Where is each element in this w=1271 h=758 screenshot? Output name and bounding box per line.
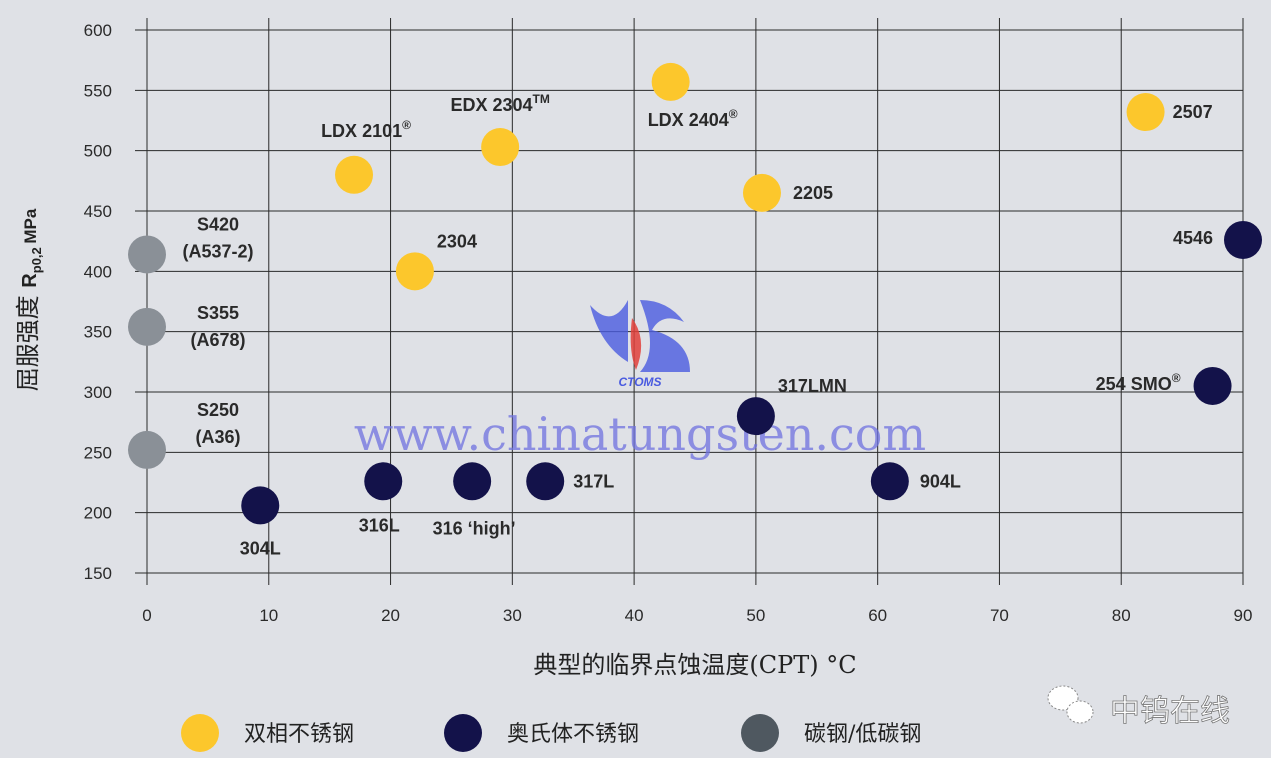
data-point bbox=[870, 462, 909, 501]
data-point bbox=[481, 128, 520, 167]
point-label: LDX 2101® bbox=[321, 118, 411, 141]
point-label: EDX 2304TM bbox=[450, 92, 549, 115]
x-tick-label: 10 bbox=[259, 606, 278, 625]
point-label: (A678) bbox=[190, 330, 245, 350]
data-point bbox=[526, 462, 565, 501]
point-label: 316 ‘high’ bbox=[433, 518, 516, 538]
y-tick-label: 550 bbox=[84, 81, 112, 100]
point-label: S420 bbox=[197, 214, 239, 234]
point-label: 317L bbox=[573, 471, 614, 491]
axes: 0 10 20 30 40 50 60 70 80 90 150 200 250 300 350 400 450… bbox=[14, 21, 1252, 679]
data-point bbox=[453, 462, 492, 501]
y-tick-label: 200 bbox=[84, 504, 112, 523]
data-point bbox=[128, 307, 166, 346]
x-tick-label: 20 bbox=[381, 606, 400, 625]
data-point bbox=[335, 155, 374, 194]
point-label: (A537-2) bbox=[182, 241, 253, 261]
point-label: 2507 bbox=[1173, 102, 1213, 122]
legend-marker bbox=[444, 714, 482, 752]
y-tick-label: 250 bbox=[84, 443, 112, 462]
legend-label: 奥氏体不锈钢 bbox=[507, 722, 639, 747]
y-tick-label: 350 bbox=[84, 323, 112, 342]
y-axis-title: 屈服强度 Rp0,2 MPa bbox=[14, 208, 44, 391]
point-label: 2205 bbox=[793, 183, 833, 203]
point-label: 2304 bbox=[437, 231, 477, 251]
brand-text: 中钨在线 bbox=[1110, 694, 1230, 729]
brand-badge: 中钨在线 bbox=[1047, 685, 1230, 729]
y-tick-label: 400 bbox=[84, 262, 112, 281]
x-tick-label: 80 bbox=[1112, 606, 1131, 625]
x-tick-label: 70 bbox=[990, 606, 1009, 625]
data-point bbox=[736, 397, 775, 436]
logo-text: CTOMS bbox=[618, 375, 661, 389]
x-tick-label: 30 bbox=[503, 606, 522, 625]
data-point bbox=[1224, 220, 1262, 259]
data-point bbox=[1126, 93, 1165, 132]
data-point bbox=[1193, 366, 1232, 405]
legend-label: 双相不锈钢 bbox=[244, 722, 354, 747]
point-label: 316L bbox=[359, 515, 400, 535]
data-point bbox=[364, 462, 403, 501]
data-point bbox=[241, 486, 280, 525]
point-label: 904L bbox=[920, 471, 961, 491]
point-label: LDX 2404® bbox=[648, 107, 738, 130]
point-label: 317LMN bbox=[778, 376, 847, 396]
legend: 双相不锈钢 奥氏体不锈钢 碳钢/低碳钢 bbox=[181, 714, 921, 752]
x-tick-label: 0 bbox=[142, 606, 151, 625]
point-label: 254 SMO® bbox=[1096, 371, 1181, 394]
y-tick-label: 600 bbox=[84, 21, 112, 40]
x-tick-label: 50 bbox=[746, 606, 765, 625]
y-tick-label: 500 bbox=[84, 142, 112, 161]
ctoms-logo: CTOMS bbox=[590, 300, 690, 389]
point-label: S250 bbox=[197, 400, 239, 420]
y-tick-label: 300 bbox=[84, 383, 112, 402]
x-tick-label: 60 bbox=[868, 606, 887, 625]
y-tick-label: 150 bbox=[84, 564, 112, 583]
data-point bbox=[395, 252, 434, 291]
y-tick-label: 450 bbox=[84, 202, 112, 221]
data-point bbox=[742, 173, 781, 212]
data-point bbox=[651, 62, 690, 101]
point-label: (A36) bbox=[195, 427, 240, 447]
x-tick-label: 90 bbox=[1234, 606, 1253, 625]
point-label: S355 bbox=[197, 303, 239, 323]
point-label: 4546 bbox=[1173, 228, 1213, 248]
legend-label: 碳钢/低碳钢 bbox=[804, 722, 921, 747]
wechat-icon bbox=[1047, 685, 1094, 724]
legend-marker bbox=[741, 714, 779, 752]
x-tick-label: 40 bbox=[625, 606, 644, 625]
grid bbox=[135, 18, 1244, 585]
legend-marker bbox=[181, 714, 219, 752]
watermark-url: www.chinatungsten.com bbox=[354, 407, 926, 461]
point-label: 304L bbox=[240, 538, 281, 558]
data-point bbox=[128, 235, 166, 274]
data-points bbox=[128, 62, 1262, 525]
data-point bbox=[128, 430, 166, 469]
data-labels: LDX 2101® EDX 2304TM LDX 2404® 2304 2205 2507… bbox=[182, 92, 1213, 558]
x-axis-title: 典型的临界点蚀温度(CPT) °C bbox=[533, 651, 856, 679]
watermark: CTOMS www.chinatungsten.com bbox=[354, 300, 926, 461]
